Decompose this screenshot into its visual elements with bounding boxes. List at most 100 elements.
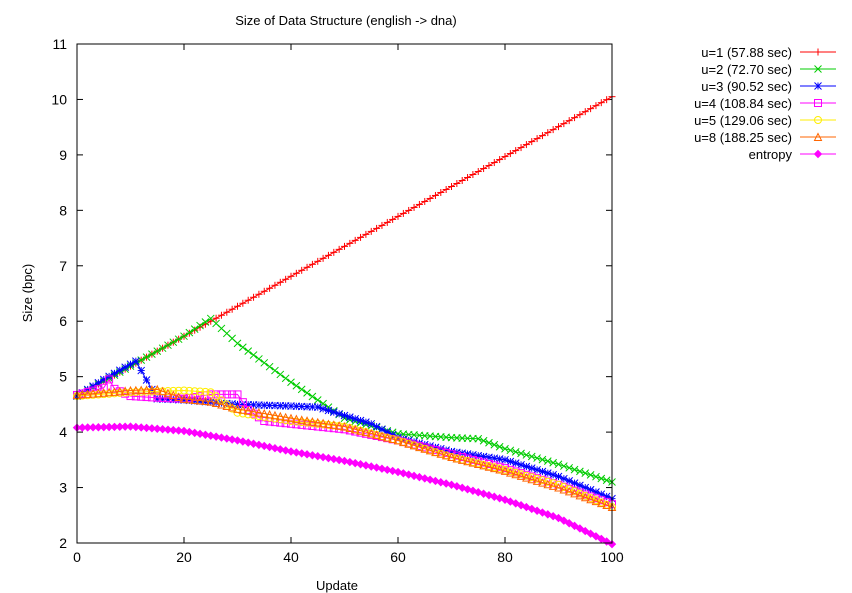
data-point bbox=[297, 415, 307, 424]
data-point bbox=[484, 462, 494, 471]
data-point bbox=[212, 314, 220, 322]
data-point bbox=[147, 393, 156, 402]
data-point bbox=[120, 386, 130, 395]
data-point bbox=[266, 284, 274, 292]
data-point bbox=[238, 343, 247, 352]
x-axis-label: Update bbox=[316, 578, 358, 593]
data-point bbox=[506, 467, 515, 477]
data-point bbox=[131, 392, 140, 401]
data-point bbox=[367, 227, 375, 235]
data-point bbox=[501, 455, 509, 464]
data-point bbox=[490, 159, 498, 167]
data-point bbox=[437, 188, 445, 196]
data-point bbox=[142, 353, 151, 362]
data-point bbox=[302, 416, 312, 425]
data-point bbox=[302, 450, 312, 459]
data-point bbox=[249, 407, 258, 416]
data-point bbox=[345, 423, 355, 432]
data-point bbox=[527, 464, 536, 473]
data-point bbox=[201, 387, 210, 396]
series-7 bbox=[72, 422, 617, 549]
data-point bbox=[228, 305, 236, 313]
data-point bbox=[425, 445, 435, 455]
data-point bbox=[179, 394, 189, 403]
data-point bbox=[147, 387, 156, 396]
data-point bbox=[448, 182, 455, 190]
data-point bbox=[286, 447, 296, 456]
y-axis-label: Size (bpc) bbox=[20, 264, 35, 323]
y-tick-label: 9 bbox=[59, 147, 67, 163]
data-point bbox=[490, 440, 499, 449]
data-point bbox=[533, 465, 541, 474]
data-point bbox=[587, 105, 595, 113]
data-point bbox=[228, 390, 237, 399]
data-point bbox=[458, 453, 467, 462]
data-point bbox=[538, 467, 547, 476]
data-point bbox=[233, 436, 242, 445]
data-point bbox=[303, 389, 311, 397]
data-point bbox=[190, 428, 199, 438]
data-point bbox=[564, 486, 574, 496]
data-point bbox=[142, 387, 151, 396]
data-point bbox=[426, 194, 434, 202]
legend-swatch-marker bbox=[814, 65, 822, 73]
data-point bbox=[147, 424, 157, 433]
data-point bbox=[597, 474, 606, 483]
y-tick-label: 4 bbox=[59, 424, 67, 440]
data-point bbox=[378, 221, 386, 229]
data-point bbox=[559, 462, 568, 470]
data-point bbox=[88, 389, 98, 398]
data-point bbox=[239, 299, 247, 307]
data-point bbox=[441, 450, 451, 460]
data-point bbox=[602, 500, 611, 510]
data-point bbox=[527, 474, 537, 484]
legend: u=1 (57.88 sec) u=2 (72.70 sec) u=3 (90.52… bbox=[694, 45, 836, 162]
data-point bbox=[104, 387, 114, 397]
data-point bbox=[549, 126, 557, 134]
data-point bbox=[206, 431, 215, 440]
data-point bbox=[153, 393, 162, 402]
data-point bbox=[206, 388, 215, 397]
data-point bbox=[495, 442, 504, 451]
data-point bbox=[329, 420, 339, 429]
data-point bbox=[580, 492, 590, 502]
data-point bbox=[548, 481, 558, 490]
data-point bbox=[597, 534, 606, 544]
data-point bbox=[554, 513, 563, 523]
data-point bbox=[351, 236, 359, 244]
data-point bbox=[554, 480, 563, 489]
data-point bbox=[324, 251, 332, 259]
data-point bbox=[222, 401, 232, 410]
data-point bbox=[287, 272, 295, 280]
data-point bbox=[217, 433, 226, 442]
data-point bbox=[126, 360, 135, 369]
data-point bbox=[303, 263, 311, 271]
data-point bbox=[174, 426, 183, 435]
data-point bbox=[586, 471, 595, 479]
legend-label: u=1 (57.88 sec) bbox=[701, 45, 792, 60]
legend-swatch-marker bbox=[813, 149, 823, 159]
data-point bbox=[249, 439, 258, 448]
series-line bbox=[76, 388, 613, 508]
legend-label: u=8 (188.25 sec) bbox=[694, 130, 792, 145]
data-point bbox=[464, 174, 472, 182]
data-point bbox=[591, 532, 601, 541]
data-point bbox=[185, 427, 194, 437]
data-point bbox=[410, 203, 418, 211]
data-point bbox=[196, 387, 205, 396]
data-point bbox=[137, 366, 146, 375]
data-point bbox=[340, 456, 349, 466]
data-point bbox=[281, 402, 290, 410]
data-point bbox=[238, 405, 248, 414]
data-point bbox=[110, 387, 119, 396]
data-point bbox=[447, 452, 456, 462]
data-point bbox=[271, 281, 279, 289]
data-point bbox=[163, 388, 173, 398]
data-point bbox=[308, 392, 317, 401]
data-point bbox=[458, 177, 466, 185]
data-point bbox=[388, 466, 397, 476]
data-point bbox=[560, 120, 568, 128]
data-point bbox=[233, 390, 242, 399]
data-point bbox=[549, 470, 558, 479]
